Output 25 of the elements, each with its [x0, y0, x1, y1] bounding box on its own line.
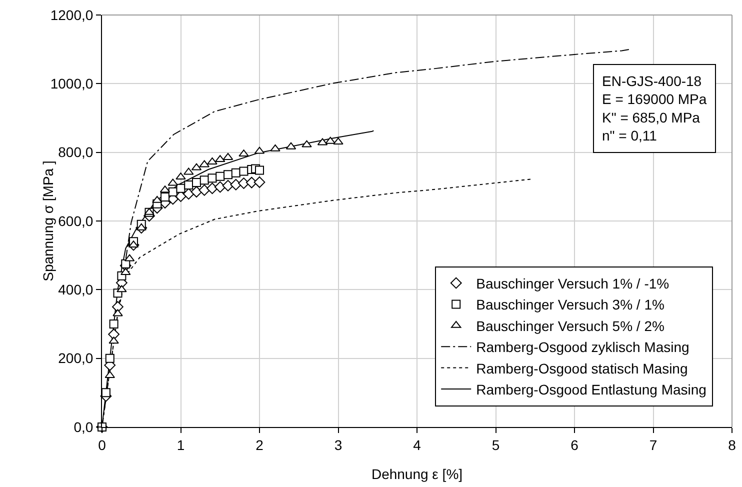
x-tick-label: 0	[98, 436, 106, 453]
x-tick-label: 4	[413, 436, 422, 453]
y-tick-label: 400,0	[58, 282, 94, 298]
x-tick-label: 3	[334, 436, 342, 453]
y-tick-label: 1000,0	[50, 76, 94, 92]
y-tick-label: 600,0	[58, 212, 94, 229]
x-tick-label: 1	[176, 436, 185, 453]
y-tick-label: 0,0	[74, 418, 94, 435]
y-tick-label: 1200,0	[50, 6, 94, 23]
x-tick-label: 6	[570, 436, 579, 453]
legend-label: Ramberg-Osgood statisch Masing	[476, 360, 688, 376]
legend-label: Bauschinger Versuch 3% / 1%	[476, 296, 664, 313]
legend-label: Ramberg-Osgood Entlastung Masing	[476, 381, 706, 398]
legend-label: Bauschinger Versuch 5% / 2%	[476, 318, 664, 334]
y-axis-title: Spannung σ [MPa ]	[40, 160, 56, 282]
x-tick-label: 5	[492, 436, 500, 453]
x-axis-title: Dehnung ε [%]	[371, 466, 463, 482]
y-tick-label: 800,0	[58, 144, 94, 160]
legend-label: Bauschinger Versuch 1% / -1%	[476, 275, 670, 292]
x-tick-label: 8	[728, 436, 736, 453]
x-tick-label: 2	[256, 436, 264, 453]
annotation: EN-GJS-400-18 E = 169000 MPa K" = 685,0 MPa n" = 0,11	[602, 73, 707, 144]
y-tick-label: 200,0	[58, 350, 94, 366]
legend-label: Ramberg-Osgood zyklisch Masing	[476, 339, 690, 356]
x-tick-label: 7	[649, 436, 658, 453]
